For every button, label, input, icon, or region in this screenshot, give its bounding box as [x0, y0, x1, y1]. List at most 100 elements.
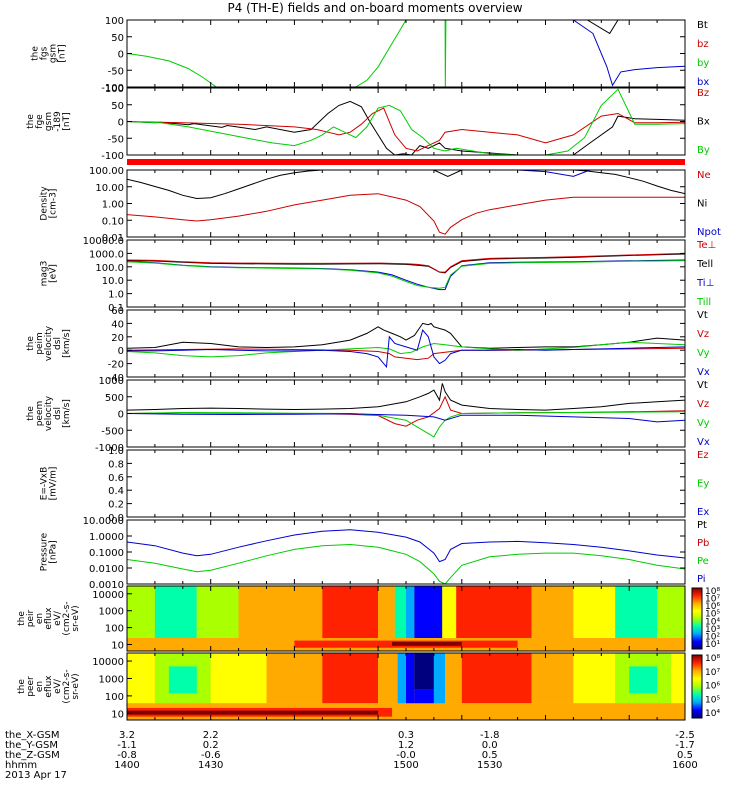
y-tick-label: 1.0: [108, 446, 124, 457]
y-axis-label: gsm: [44, 112, 54, 131]
x-tick-label: 3.2: [119, 730, 135, 741]
y-axis-label: mag3: [40, 261, 50, 287]
y-tick-label: 100: [105, 692, 124, 703]
legend-Pe: Pe: [697, 556, 709, 567]
y-tick-label: 0: [118, 410, 124, 421]
legend-Vy: Vy: [697, 348, 710, 359]
x-tick-label: 0.2: [203, 740, 219, 751]
legend-Bt: Bt: [697, 20, 708, 31]
y-tick-label: 0: [118, 50, 124, 61]
x-tick-label: 1600: [672, 760, 697, 771]
panel-8-plot: [127, 529, 685, 584]
spectro-band: [456, 586, 532, 638]
spectro-band: [392, 641, 462, 646]
panel-10-ylabel: the peer en eflux eV/(cm2-s-sr-eV): [17, 669, 81, 703]
y-axis-label: peir: [26, 609, 36, 627]
y-axis-label: dsl: [53, 337, 63, 350]
y-tick-label: -100: [101, 151, 124, 162]
y-axis-label: -189: [53, 111, 63, 132]
panel-8-ylabel: Pressure [nPa]: [40, 532, 59, 571]
y-axis-label: the: [26, 114, 36, 129]
x-tick-label: 0.0: [482, 740, 498, 751]
y-axis-label: eV/: [53, 610, 63, 626]
y-tick-label: 10: [111, 709, 124, 720]
y-axis-label: eV/: [53, 678, 63, 694]
y-tick-label: 100: [105, 16, 124, 27]
spectro-band: [414, 653, 434, 690]
spectro-band: [127, 586, 155, 638]
spectro-band: [168, 666, 197, 694]
colorbar-tick-label: 10⁴: [705, 709, 720, 719]
y-axis-label: dsl: [53, 407, 63, 420]
y-tick-label: 100: [105, 624, 124, 635]
panel-4-plot: [127, 252, 685, 291]
panel-1-ylabel: the fgs gsm [nT]: [31, 44, 68, 63]
panel-3-plot: [127, 170, 685, 235]
y-tick-label: 0.0100: [89, 564, 124, 575]
y-tick-label: 100.0: [95, 263, 124, 274]
colorbar-tick-label: 10⁸: [705, 587, 720, 597]
y-tick-label: 10: [111, 641, 124, 652]
panel-9-ylabel: the peir en eflux eV/(cm2-s-sr-eV): [17, 601, 81, 635]
series-By-line: [127, 88, 685, 155]
series-Bx-line: [127, 100, 685, 155]
series-Vy-line: [127, 411, 685, 438]
y-axis-label: peem: [35, 401, 45, 427]
panel-4-ylabel: mag3 [eV]: [40, 261, 59, 287]
y-tick-label: 100: [105, 84, 124, 95]
spectro-band: [378, 586, 395, 638]
x-tick-label: 0.5: [677, 750, 693, 761]
y-axis-label: [nT]: [58, 44, 68, 62]
y-tick-label: 10.0000: [83, 516, 124, 527]
y-tick-label: 10.00: [95, 183, 124, 194]
legend-bz: bz: [697, 39, 709, 50]
legend-Ni: Ni: [697, 199, 707, 210]
spectro-band: [196, 586, 239, 638]
panel-4-frame: [126, 239, 686, 308]
y-tick-label: 1000.0: [89, 249, 124, 260]
spectro-band: [394, 586, 406, 638]
spectro-band: [531, 653, 574, 704]
y-tick-label: -50: [108, 66, 124, 77]
legend-Pb: Pb: [697, 538, 709, 549]
y-axis-label: the: [17, 679, 27, 694]
colorbar-tick-label: 10²: [705, 632, 720, 642]
y-tick-label: 10000: [92, 590, 124, 601]
y-tick-label: 1.0: [108, 290, 124, 301]
spectro-band: [657, 586, 685, 638]
y-axis-label: [km/s]: [62, 329, 72, 358]
series-Npot-line: [406, 170, 602, 177]
x-tick-label: 1430: [198, 760, 223, 771]
panel-6-ylabel: the peem velocity dsl [km/s]: [26, 395, 72, 431]
legend-Ne: Ne: [697, 170, 711, 181]
y-tick-label: 500: [105, 393, 124, 404]
date-label: 2013 Apr 17: [5, 770, 67, 781]
series-Vt-line: [127, 322, 685, 349]
spectro-band: [414, 586, 443, 648]
y-tick-label: 1000: [99, 607, 124, 618]
legend-Vy: Vy: [697, 418, 710, 429]
legend-Bz: Bz: [697, 88, 709, 99]
spectro-band: [573, 653, 616, 704]
y-tick-label: 0.0010: [89, 580, 124, 591]
colorbar-tick-label: 10⁸: [705, 654, 720, 664]
panel-2-plot: [127, 88, 685, 155]
y-axis-label: eflux: [44, 675, 54, 698]
y-axis-label: [mV/m]: [49, 467, 59, 501]
y-axis-label: (cm2-s-: [62, 669, 72, 703]
y-axis-label: (cm2-s-: [62, 601, 72, 635]
series-by-line: [127, 20, 446, 87]
x-tick-label: 1500: [393, 760, 418, 771]
x-row-label-1: the_Y-GSM: [5, 740, 58, 751]
colorbar-tick-label: 10³: [705, 625, 720, 635]
panel-5-plot: [127, 322, 685, 369]
y-axis-label: Density: [40, 186, 50, 221]
spectro-band: [445, 653, 462, 704]
y-axis-label: [eV]: [49, 264, 59, 283]
x-tick-label: 1.2: [398, 740, 414, 751]
legend-Pt: Pt: [697, 520, 707, 531]
panel-5-ylabel: the peim velocity dsl [km/s]: [26, 325, 72, 361]
panel-6-frame: [126, 379, 686, 448]
legend-bx: bx: [697, 77, 709, 88]
y-axis-label: velocity: [44, 325, 54, 361]
